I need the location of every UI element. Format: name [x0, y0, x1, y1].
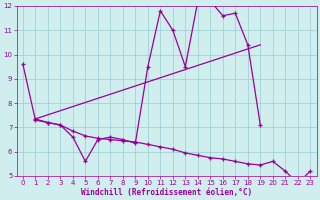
X-axis label: Windchill (Refroidissement éolien,°C): Windchill (Refroidissement éolien,°C)	[81, 188, 252, 197]
